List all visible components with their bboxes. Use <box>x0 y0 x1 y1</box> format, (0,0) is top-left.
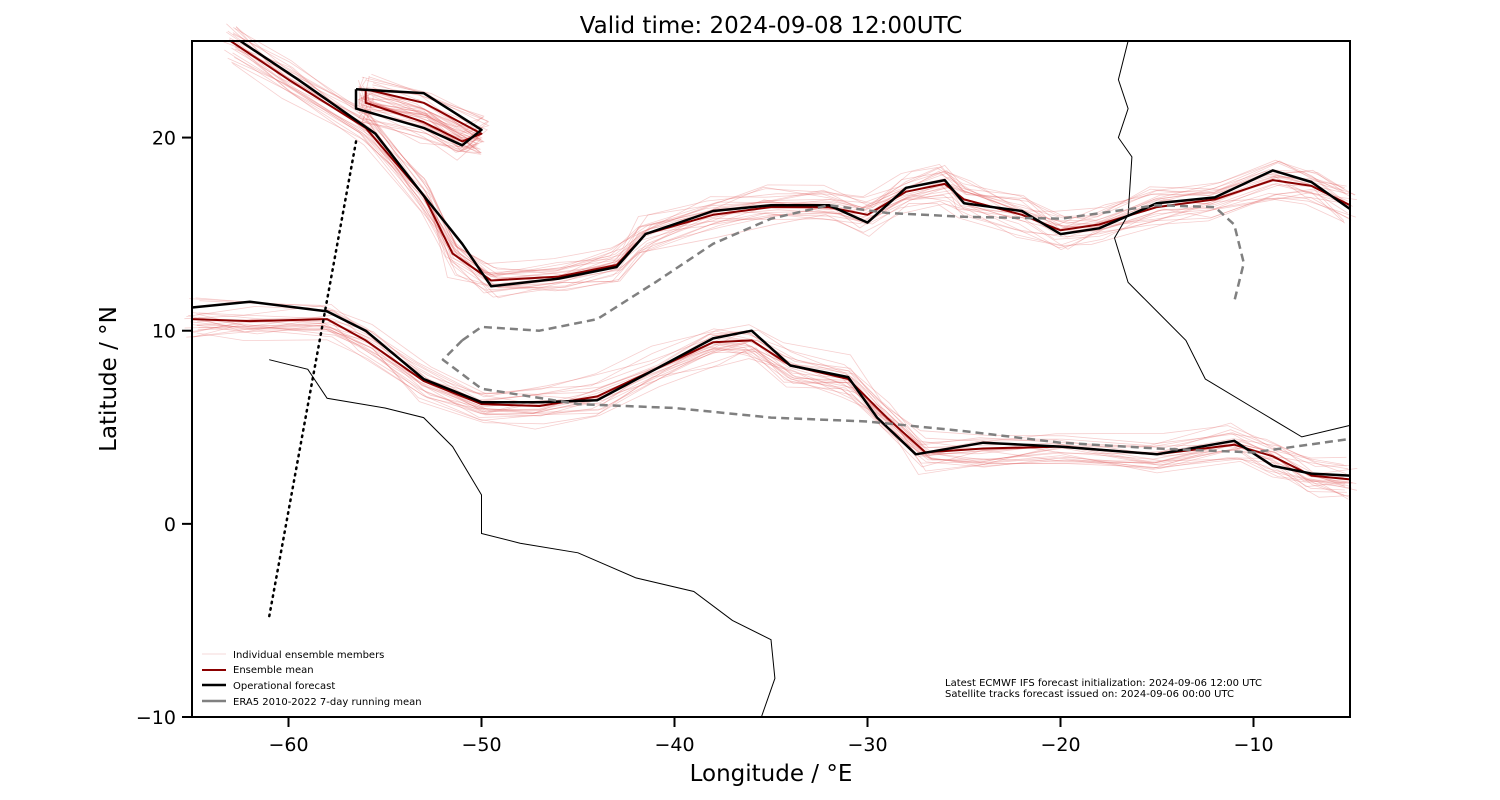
legend-label-era5: ERA5 2010-2022 7-day running mean <box>233 697 422 708</box>
operational-forecast-contour <box>354 88 483 147</box>
ensemble-member-contour <box>234 46 1352 299</box>
ensemble-member-contour <box>197 317 1349 470</box>
ensemble-member-contour <box>232 32 1351 276</box>
ensemble-member-contour <box>360 96 483 154</box>
ensemble-member-contour <box>235 26 1356 274</box>
ensemble-mean-contour <box>191 318 1351 481</box>
ensemble-member-contour <box>359 98 482 154</box>
ensemble-member-contour <box>232 33 1355 277</box>
ensemble-member-contour <box>226 23 1350 278</box>
ensemble-member-contour <box>192 323 1345 496</box>
ensemble-member-contour <box>359 95 478 150</box>
ensemble-member-contour <box>227 57 1352 292</box>
x-axis-label: Longitude / °E <box>690 761 853 787</box>
annotation-line-1: Latest ECMWF IFS forecast initialization… <box>945 678 1262 689</box>
ensemble-member-contour <box>362 96 476 152</box>
ensemble-member-contour <box>199 300 1347 475</box>
plot-frame <box>191 40 1351 718</box>
y-axis-ticks: −10 0 10 20 <box>136 128 192 729</box>
ensemble-member-contour <box>363 85 478 138</box>
ensemble-member-contour <box>233 27 1346 265</box>
y-axis-label: Latitude / °N <box>96 306 122 452</box>
ensemble-member-contour <box>226 31 1345 276</box>
satellite-track-line <box>267 140 358 618</box>
y-tick-label: 0 <box>164 514 176 536</box>
ensemble-member-contour <box>234 28 1343 281</box>
ensemble-member-contour <box>191 318 1357 491</box>
ensemble-members <box>184 23 1358 500</box>
y-tick-label: −10 <box>136 707 176 729</box>
ensemble-member-contour <box>193 328 1347 488</box>
ensemble-member-contour <box>196 319 1344 478</box>
init-annotation: Latest ECMWF IFS forecast initialization… <box>945 678 1262 700</box>
ensemble-member-contour <box>198 304 1352 467</box>
ensemble-member-contour <box>357 86 477 149</box>
ensemble-member-contour <box>357 101 481 150</box>
ensemble-mean-contour <box>364 88 483 143</box>
coastline <box>1113 40 1351 438</box>
ensemble-member-contour <box>197 323 1347 493</box>
legend: Individual ensemble members Ensemble mea… <box>202 650 422 708</box>
ensemble-member-contour <box>227 30 1346 272</box>
ensemble-member-contour <box>193 319 1353 484</box>
era5-mean-contour <box>441 339 1351 454</box>
ensemble-member-contour <box>235 26 1345 276</box>
coastline <box>269 359 776 718</box>
ensemble-member-contour <box>231 61 1345 292</box>
x-tick-label: −30 <box>847 734 887 756</box>
ensemble-member-contour <box>232 62 1345 289</box>
ensemble-mean-contour <box>230 40 1351 282</box>
ensemble-member-contour <box>189 298 1347 467</box>
annotation-line-2: Satellite tracks forecast issued on: 202… <box>945 689 1234 700</box>
ensemble-member-contour <box>191 324 1352 489</box>
ensemble-member-contour <box>237 44 1350 285</box>
ensemble-member-contour <box>358 90 483 142</box>
ensemble-member-contour <box>232 52 1353 291</box>
ensemble-member-contour <box>234 56 1349 292</box>
legend-label-operational: Operational forecast <box>233 681 335 692</box>
contour-series <box>191 39 1351 481</box>
ensemble-member-contour <box>365 76 485 136</box>
ensemble-member-contour <box>358 80 478 148</box>
y-tick-label: 20 <box>152 128 176 150</box>
operational-forecast-contour <box>191 300 1351 477</box>
coastlines <box>269 40 1351 718</box>
x-tick-label: −50 <box>461 734 501 756</box>
x-tick-label: −20 <box>1040 734 1080 756</box>
ensemble-member-contour <box>195 319 1352 484</box>
legend-label-mean: Ensemble mean <box>233 665 314 676</box>
era5-mean-contour <box>461 203 1246 342</box>
ensemble-member-contour <box>229 37 1347 275</box>
y-tick-label: 10 <box>152 321 176 343</box>
ensemble-member-contour <box>235 46 1356 289</box>
x-tick-label: −10 <box>1233 734 1273 756</box>
ensemble-member-contour <box>196 324 1345 491</box>
ensemble-member-contour <box>224 49 1345 298</box>
x-axis-ticks: −60 −50 −40 −30 −20 −10 <box>268 717 1274 756</box>
x-tick-label: −40 <box>654 734 694 756</box>
ensemble-member-contour <box>233 39 1347 280</box>
x-tick-label: −60 <box>268 734 308 756</box>
operational-forecast-contour <box>239 39 1351 288</box>
ensemble-member-contour <box>186 328 1350 498</box>
satellite-track <box>267 140 358 618</box>
legend-label-members: Individual ensemble members <box>233 650 384 661</box>
chart-title: Valid time: 2024-09-08 12:00UTC <box>580 13 963 39</box>
ensemble-member-contour <box>186 305 1344 465</box>
ensemble-member-contour <box>198 327 1351 499</box>
ensemble-member-contour <box>195 297 1347 459</box>
ensemble-member-contour <box>196 332 1349 500</box>
